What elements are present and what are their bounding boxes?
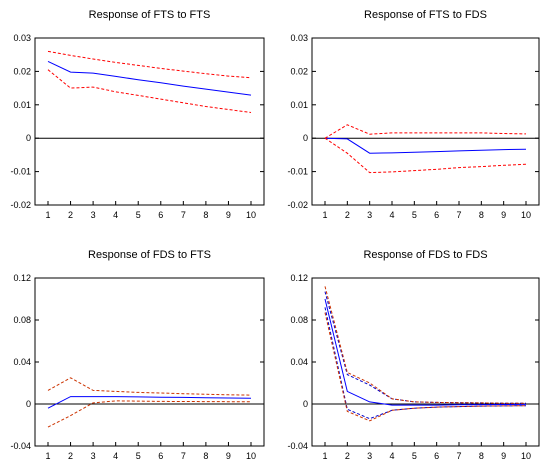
series-lower-line bbox=[324, 312, 527, 422]
x-tick-label: 7 bbox=[456, 451, 461, 461]
x-tick-label: 9 bbox=[501, 210, 506, 220]
y-tick-label: -0.04 bbox=[287, 441, 308, 451]
series-lower-line bbox=[47, 400, 252, 428]
x-tick-label: 7 bbox=[456, 210, 461, 220]
x-tick-label: 6 bbox=[434, 451, 439, 461]
series-response-line bbox=[47, 396, 252, 409]
y-tick-label: 0.03 bbox=[13, 33, 31, 43]
chart-title: Response of FDS to FDS bbox=[363, 249, 487, 261]
plot-frame bbox=[311, 277, 540, 447]
x-tick-label: 2 bbox=[345, 210, 350, 220]
y-tick-label: 0 bbox=[26, 133, 31, 143]
x-tick-label: 5 bbox=[412, 451, 417, 461]
chart-title: Response of FTS to FDS bbox=[364, 9, 487, 21]
series-response-line bbox=[324, 137, 527, 154]
x-tick-label: 9 bbox=[226, 210, 231, 220]
y-tick-label: -0.04 bbox=[10, 441, 31, 451]
y-tick-label: 0.01 bbox=[290, 100, 308, 110]
x-tick-label: 8 bbox=[479, 451, 484, 461]
y-tick-label: 0.04 bbox=[290, 357, 308, 367]
x-tick-label: 5 bbox=[136, 210, 141, 220]
x-tick-label: 6 bbox=[434, 210, 439, 220]
x-tick-label: 9 bbox=[226, 451, 231, 461]
y-tick-label: -0.01 bbox=[10, 167, 31, 177]
plot-frame bbox=[34, 37, 265, 206]
x-tick-label: 9 bbox=[501, 451, 506, 461]
series-upper-line bbox=[324, 286, 527, 404]
x-tick-label: 10 bbox=[521, 451, 531, 461]
x-tick-label: 3 bbox=[367, 451, 372, 461]
y-tick-label: -0.02 bbox=[10, 200, 31, 210]
y-tick-label: 0.03 bbox=[290, 33, 308, 43]
band-upper-line bbox=[324, 291, 527, 404]
x-tick-label: 8 bbox=[479, 210, 484, 220]
y-tick-label: 0 bbox=[303, 399, 308, 409]
x-tick-label: 7 bbox=[181, 210, 186, 220]
series-upper-line bbox=[47, 377, 252, 396]
chart-title: Response of FTS to FTS bbox=[89, 9, 211, 21]
y-tick-label: -0.02 bbox=[287, 200, 308, 210]
x-tick-label: 5 bbox=[412, 210, 417, 220]
x-tick-label: 4 bbox=[389, 451, 394, 461]
y-tick-label: 0.08 bbox=[13, 315, 31, 325]
series-response-line bbox=[47, 60, 252, 96]
x-tick-label: 10 bbox=[246, 210, 256, 220]
y-tick-label: 0.12 bbox=[13, 273, 31, 283]
band-lower-line bbox=[324, 307, 527, 420]
chart-title: Response of FDS to FTS bbox=[88, 249, 211, 261]
x-tick-label: 2 bbox=[68, 210, 73, 220]
series-lower-line bbox=[47, 69, 252, 113]
series-lower-line bbox=[324, 137, 527, 174]
x-tick-label: 10 bbox=[521, 210, 531, 220]
y-tick-label: -0.01 bbox=[287, 167, 308, 177]
y-tick-label: 0 bbox=[26, 399, 31, 409]
x-tick-label: 3 bbox=[367, 210, 372, 220]
x-tick-label: 2 bbox=[345, 451, 350, 461]
x-tick-label: 3 bbox=[91, 451, 96, 461]
x-tick-label: 10 bbox=[246, 451, 256, 461]
x-tick-label: 8 bbox=[203, 210, 208, 220]
x-tick-label: 6 bbox=[158, 210, 163, 220]
y-tick-label: 0.08 bbox=[290, 315, 308, 325]
x-tick-label: 7 bbox=[181, 451, 186, 461]
y-tick-label: 0.04 bbox=[13, 357, 31, 367]
x-tick-label: 4 bbox=[113, 210, 118, 220]
x-tick-label: 6 bbox=[158, 451, 163, 461]
x-tick-label: 8 bbox=[203, 451, 208, 461]
x-tick-label: 4 bbox=[113, 451, 118, 461]
x-tick-label: 1 bbox=[45, 210, 50, 220]
x-tick-label: 2 bbox=[68, 451, 73, 461]
plot-frame bbox=[34, 277, 265, 447]
y-tick-label: 0 bbox=[303, 133, 308, 143]
x-tick-label: 1 bbox=[322, 451, 327, 461]
x-tick-label: 5 bbox=[136, 451, 141, 461]
x-tick-label: 1 bbox=[322, 210, 327, 220]
y-tick-label: 0.01 bbox=[13, 100, 31, 110]
x-tick-label: 4 bbox=[389, 210, 394, 220]
x-tick-label: 1 bbox=[45, 451, 50, 461]
y-tick-label: 0.12 bbox=[290, 273, 308, 283]
series-response-line bbox=[324, 298, 527, 406]
plot-frame bbox=[311, 37, 540, 206]
x-tick-label: 3 bbox=[91, 210, 96, 220]
series-upper-line bbox=[324, 124, 527, 139]
y-tick-label: 0.02 bbox=[13, 66, 31, 76]
series-upper-line bbox=[47, 50, 252, 79]
y-tick-label: 0.02 bbox=[290, 66, 308, 76]
